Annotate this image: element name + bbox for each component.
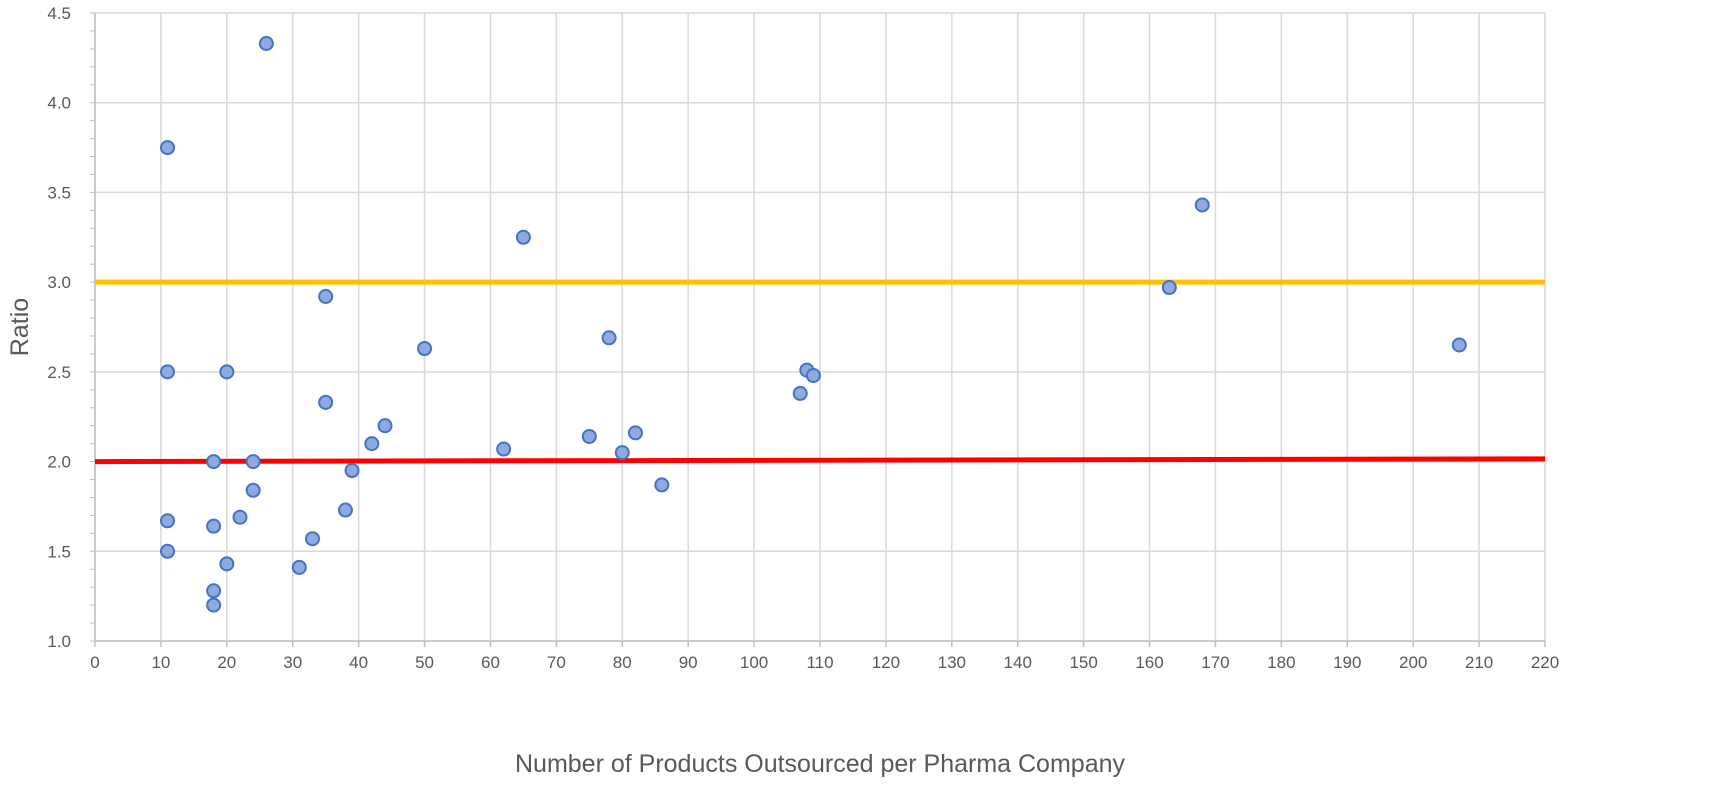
gridlines <box>90 12 1546 647</box>
x-tick-label: 20 <box>217 653 236 672</box>
x-tick-label: 150 <box>1069 653 1097 672</box>
data-point <box>291 559 307 575</box>
y-tick-label: 2.5 <box>47 363 71 382</box>
data-point <box>581 428 597 444</box>
data-point <box>364 436 380 452</box>
x-tick-label: 180 <box>1267 653 1295 672</box>
x-tick-label: 220 <box>1531 653 1559 672</box>
y-axis-label: Ratio <box>6 298 34 356</box>
reference-lines <box>94 279 1546 465</box>
tick-labels: 0 10 20 30 40 50 60 70 80 90 100 110 120 130 140 150 160… <box>47 4 1559 672</box>
data-point <box>614 445 630 461</box>
data-point <box>206 518 222 534</box>
data-point <box>805 367 821 383</box>
data-point <box>337 502 353 518</box>
x-tick-label: 70 <box>547 653 566 672</box>
data-point <box>344 463 360 479</box>
data-point <box>206 597 222 613</box>
data-points <box>160 36 1467 613</box>
data-point <box>245 482 261 498</box>
data-point <box>206 583 222 599</box>
y-tick-label: 1.5 <box>47 542 71 561</box>
x-axis-label: Number of Products Outsourced per Pharma… <box>515 750 1125 778</box>
data-point <box>305 531 320 547</box>
x-tick-label: 40 <box>349 653 368 672</box>
data-point <box>377 418 393 434</box>
data-point <box>160 364 175 380</box>
y-tick-label: 4.0 <box>47 94 71 113</box>
data-point <box>515 229 531 245</box>
data-point <box>318 394 334 410</box>
data-point <box>496 441 512 457</box>
x-tick-label: 210 <box>1465 653 1493 672</box>
data-point <box>160 543 175 559</box>
data-point <box>245 454 261 470</box>
data-point <box>1161 280 1177 296</box>
x-tick-label: 140 <box>1004 653 1032 672</box>
x-tick-label: 30 <box>283 653 302 672</box>
data-point <box>219 364 235 380</box>
y-tick-label: 3.5 <box>47 183 71 202</box>
x-tick-label: 200 <box>1399 653 1427 672</box>
y-tick-label: 3.0 <box>47 273 71 292</box>
data-point <box>601 330 617 346</box>
data-point <box>792 385 808 401</box>
data-point <box>258 36 274 52</box>
y-tick-label: 1.0 <box>47 632 71 651</box>
x-tick-label: 160 <box>1135 653 1163 672</box>
data-point <box>160 140 175 156</box>
x-tick-label: 110 <box>806 653 833 672</box>
x-tick-label: 60 <box>481 653 500 672</box>
x-tick-label: 120 <box>872 653 900 672</box>
x-tick-label: 10 <box>151 653 170 672</box>
data-point <box>627 425 643 441</box>
y-tick-label: 2.0 <box>47 453 71 472</box>
x-tick-label: 190 <box>1333 653 1361 672</box>
x-tick-label: 90 <box>679 653 698 672</box>
data-point <box>160 513 175 529</box>
x-tick-label: 130 <box>938 653 966 672</box>
data-point <box>1451 337 1467 353</box>
x-tick-label: 0 <box>90 653 99 672</box>
reference-line <box>94 456 1546 465</box>
x-tick-label: 50 <box>415 653 434 672</box>
x-tick-label: 170 <box>1201 653 1229 672</box>
data-point <box>232 509 248 525</box>
data-point <box>1194 197 1210 213</box>
data-point <box>318 288 334 304</box>
data-point <box>654 477 670 493</box>
x-tick-label: 100 <box>740 653 768 672</box>
data-point <box>417 341 433 357</box>
data-point <box>219 556 235 572</box>
data-point <box>206 454 222 470</box>
x-tick-label: 80 <box>613 653 632 672</box>
y-tick-label: 4.5 <box>47 4 71 23</box>
